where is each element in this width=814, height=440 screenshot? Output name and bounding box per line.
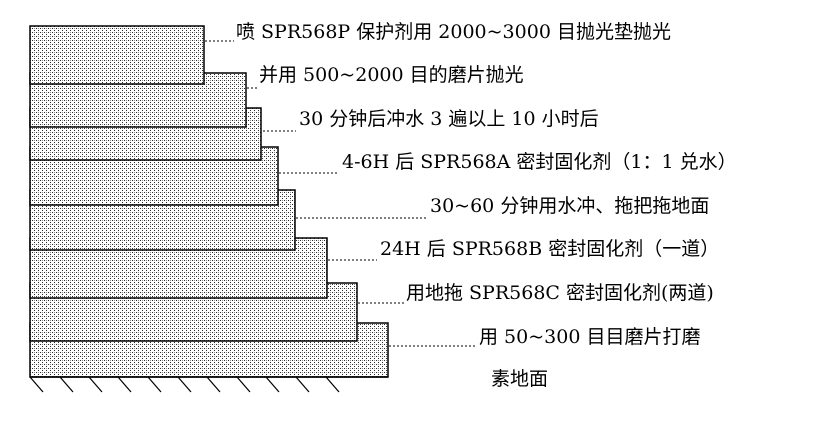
base-label: 素地面 — [491, 368, 548, 390]
ground-line — [29, 376, 388, 393]
layer-label-6: 24H 后 SPR568B 密封固化剂（一道） — [380, 238, 719, 260]
layer-label-4: 4-6H 后 SPR568A 密封固化剂（1：1 兑水） — [342, 151, 737, 173]
layer-label-3: 30 分钟后冲水 3 遍以上 10 小时后 — [299, 108, 599, 130]
layer-label-7: 用地拖 SPR568C 密封固化剂(两道) — [406, 282, 714, 304]
layer-label-1: 喷 SPR568P 保护剂用 2000~3000 目抛光垫抛光 — [236, 21, 671, 43]
layer-label-2: 并用 500~2000 目的磨片抛光 — [259, 64, 524, 86]
layer-block-1 — [29, 25, 205, 85]
layer-label-8: 用 50~300 目目磨片打磨 — [479, 326, 700, 348]
leader-lines — [205, 40, 476, 347]
layer-labels: 喷 SPR568P 保护剂用 2000~3000 目抛光垫抛光 并用 500~2… — [236, 21, 737, 390]
layer-stack — [29, 25, 389, 378]
layer-label-5: 30~60 分钟用水冲、拖把拖地面 — [430, 195, 709, 217]
